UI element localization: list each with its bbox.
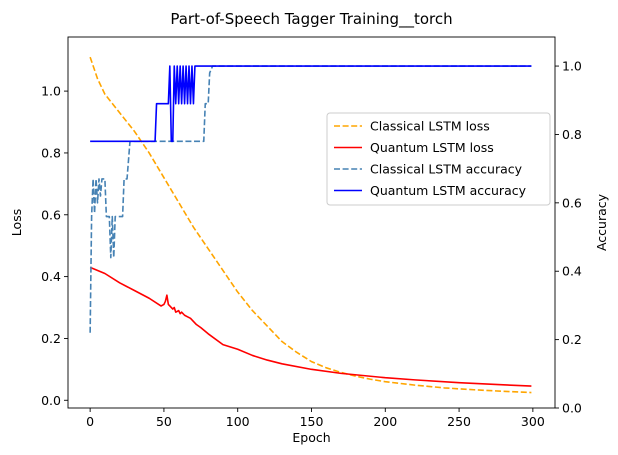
y-tick-label-right: 0.0 xyxy=(562,401,582,416)
y-tick-label-left: 1.0 xyxy=(41,84,61,99)
x-tick-label: 100 xyxy=(226,414,250,429)
y-tick-label-right: 0.8 xyxy=(562,127,582,142)
series-line-quantum-lstm-loss xyxy=(89,266,532,387)
y-tick-label-left: 0.0 xyxy=(41,393,61,408)
y-tick-label-left: 0.6 xyxy=(41,207,61,222)
y-tick-label-right: 0.6 xyxy=(562,195,582,210)
y-axis-left-label: Loss xyxy=(9,209,24,236)
legend-item: Quantum LSTM accuracy xyxy=(334,183,527,198)
chart-title: Part-of-Speech Tagger Training__torch xyxy=(170,10,452,29)
legend-label: Quantum LSTM loss xyxy=(370,140,494,155)
series-line-quantum-lstm-accuracy xyxy=(90,65,532,143)
y-axis-right-label: Accuracy xyxy=(594,193,609,251)
plot-frame xyxy=(67,36,556,409)
x-tick-label: 50 xyxy=(156,414,172,429)
series-line-classical-lstm-loss xyxy=(89,56,532,394)
legend-item: Classical LSTM accuracy xyxy=(334,162,523,177)
x-tick-label: 300 xyxy=(521,414,545,429)
x-tick-label: 200 xyxy=(373,414,397,429)
legend-label: Quantum LSTM accuracy xyxy=(370,183,527,198)
y-axis-right: 0.0 0.2 0.4 0.6 0.8 1.0 xyxy=(555,59,582,416)
y-tick-label-left: 0.2 xyxy=(41,331,61,346)
x-tick-label: 0 xyxy=(86,414,94,429)
legend-item: Classical LSTM loss xyxy=(334,119,490,134)
x-tick-label: 250 xyxy=(447,414,471,429)
legend-box xyxy=(326,112,551,206)
legend-item: Quantum LSTM loss xyxy=(334,140,494,155)
y-tick-label-right: 1.0 xyxy=(562,59,582,74)
x-axis-label: Epoch xyxy=(292,430,330,445)
legend: Classical LSTM loss Quantum LSTM loss Clas… xyxy=(326,112,551,206)
y-tick-label-left: 0.4 xyxy=(41,269,61,284)
y-axis-left: 0.0 0.2 0.4 0.6 0.8 1.0 xyxy=(41,84,68,408)
y-tick-label-right: 0.4 xyxy=(562,264,582,279)
x-tick-label: 150 xyxy=(300,414,324,429)
y-tick-label-left: 0.8 xyxy=(41,145,61,160)
legend-label: Classical LSTM loss xyxy=(370,119,490,134)
legend-label: Classical LSTM accuracy xyxy=(370,162,523,177)
y-tick-label-right: 0.2 xyxy=(562,332,582,347)
x-axis: 0 50 100 150 200 250 300 xyxy=(86,408,545,429)
series-line-classical-lstm-accuracy xyxy=(89,65,532,333)
plot-area xyxy=(67,36,556,409)
